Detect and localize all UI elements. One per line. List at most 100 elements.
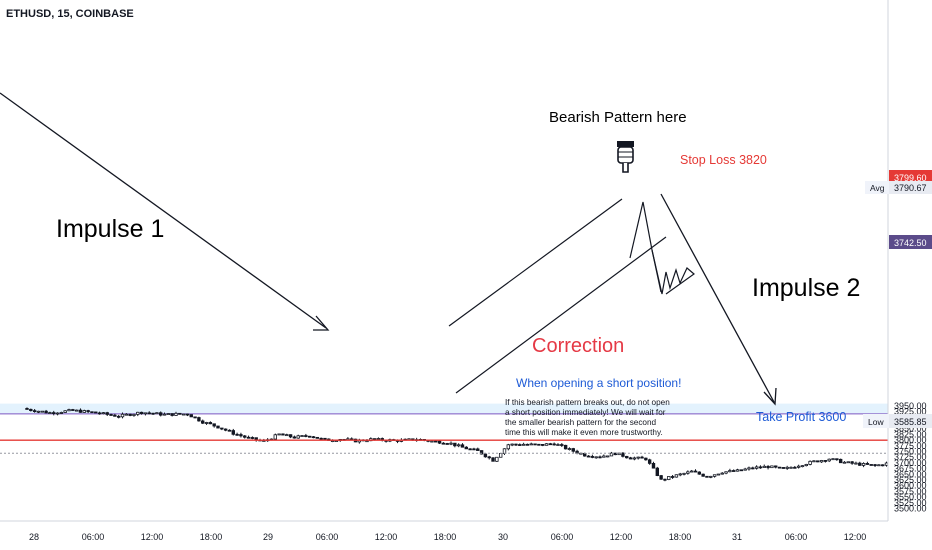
- impulse1-arrow-head: [313, 315, 330, 331]
- price-tick-label: 3525.00: [894, 498, 927, 508]
- candle-body: [52, 412, 56, 415]
- candle-body: [548, 443, 553, 446]
- candle-body: [598, 456, 602, 459]
- time-tick-label: 28: [29, 532, 39, 542]
- candle-body: [628, 457, 633, 460]
- impulse2-label: Impulse 2: [752, 274, 860, 302]
- candle-body: [651, 462, 656, 469]
- candle-body: [74, 409, 79, 412]
- candle-body: [724, 471, 728, 474]
- impulse1-label: Impulse 1: [56, 215, 164, 243]
- candle-body: [865, 463, 870, 465]
- time-tick-label: 06:00: [316, 532, 339, 542]
- candle-body: [143, 412, 148, 415]
- price-tick-label: 3550.00: [894, 492, 927, 502]
- candle-body: [835, 458, 839, 461]
- candle-body: [625, 455, 629, 459]
- candle-body: [170, 413, 174, 416]
- candle-body: [785, 466, 789, 469]
- time-tick-label: 12:00: [375, 532, 398, 542]
- small-triangle-pattern: [651, 249, 695, 295]
- time-tick-label: 18:00: [200, 532, 223, 542]
- note-title: When opening a short position!: [516, 376, 681, 390]
- candle-body: [250, 437, 255, 439]
- impulse2-arrow-head: [763, 387, 777, 406]
- candle-body: [78, 409, 83, 413]
- price-tick-label: 3800.00: [894, 435, 927, 445]
- candle-body: [812, 460, 816, 463]
- candle-body: [243, 435, 247, 438]
- candle-body: [158, 412, 163, 416]
- candle-body: [869, 464, 873, 466]
- candle-body: [537, 443, 541, 446]
- candle-body: [525, 443, 530, 446]
- candle-body: [743, 468, 747, 471]
- current-price-value: 3742.50: [894, 238, 927, 248]
- candle-body: [155, 412, 159, 415]
- candle-body: [281, 433, 285, 436]
- candle-body: [659, 475, 663, 480]
- candle-body: [594, 456, 598, 459]
- time-axis[interactable]: 28 06:00 12:00 18:00 29 06:00 12:00 18:00 30 06:0…: [0, 520, 888, 550]
- candle-body: [162, 413, 167, 416]
- time-tick-label: 06:00: [82, 532, 105, 542]
- candle-body: [25, 408, 29, 410]
- candle-body: [212, 423, 216, 427]
- candle-body: [63, 410, 67, 413]
- note-text: If this bearish pattern breaks out, do n…: [505, 398, 670, 437]
- drawings: [0, 92, 777, 406]
- candle-body: [732, 470, 736, 472]
- candle-body: [239, 434, 243, 437]
- candle-body: [720, 472, 724, 475]
- low-price-badge: Low 3585.85: [863, 414, 932, 428]
- candle-body: [315, 436, 320, 439]
- candle-body: [709, 475, 713, 478]
- candle-body: [674, 474, 679, 478]
- price-axis[interactable]: 3500.003525.003550.003575.003600.003625.…: [863, 0, 932, 550]
- price-tick-label: 3925.00: [894, 407, 927, 417]
- price-tick-label: 3850.00: [894, 424, 927, 434]
- candle-body: [514, 443, 518, 446]
- candle-body: [201, 420, 205, 424]
- candle-body: [567, 448, 572, 450]
- candle-body: [147, 412, 151, 415]
- candle-body: [44, 410, 48, 414]
- candle-body: [151, 412, 155, 415]
- price-tick-label: 3700.00: [894, 458, 927, 468]
- candle-body: [583, 452, 587, 457]
- candle-body: [510, 443, 514, 446]
- channel-upper: [448, 198, 623, 327]
- candle-body: [48, 412, 52, 414]
- candle-body: [220, 427, 224, 430]
- note-line: the smaller bearish pattern for the seco…: [505, 418, 657, 427]
- take-profit-label: Take Profit 3600: [756, 410, 846, 424]
- candle-body: [498, 453, 503, 458]
- candle-body: [94, 411, 98, 414]
- candle-body: [67, 409, 71, 412]
- candle-body: [90, 411, 94, 414]
- candle-body: [823, 460, 828, 462]
- current-price-badge: 3742.50: [889, 235, 932, 249]
- candle-body: [560, 444, 564, 446]
- low-label: Low: [868, 417, 884, 427]
- candle-body: [861, 463, 866, 466]
- candle-body: [495, 456, 499, 462]
- candle-body: [277, 433, 281, 436]
- candle-body: [97, 412, 102, 415]
- candle-body: [36, 410, 41, 413]
- candle-body: [667, 476, 671, 480]
- price-tick-label: 3600.00: [894, 481, 927, 491]
- candle-body: [120, 413, 125, 418]
- candle-body: [880, 464, 885, 467]
- price-tick-label: 3650.00: [894, 469, 927, 479]
- time-tick-label: 18:00: [434, 532, 457, 542]
- time-tick-label: 12:00: [141, 532, 164, 542]
- candle-body: [621, 452, 625, 457]
- candle-body: [655, 467, 659, 476]
- time-tick-label: 12:00: [844, 532, 867, 542]
- candle-body: [850, 461, 854, 464]
- candle-body: [716, 473, 721, 476]
- candle-body: [640, 456, 644, 459]
- candle-body: [139, 411, 144, 415]
